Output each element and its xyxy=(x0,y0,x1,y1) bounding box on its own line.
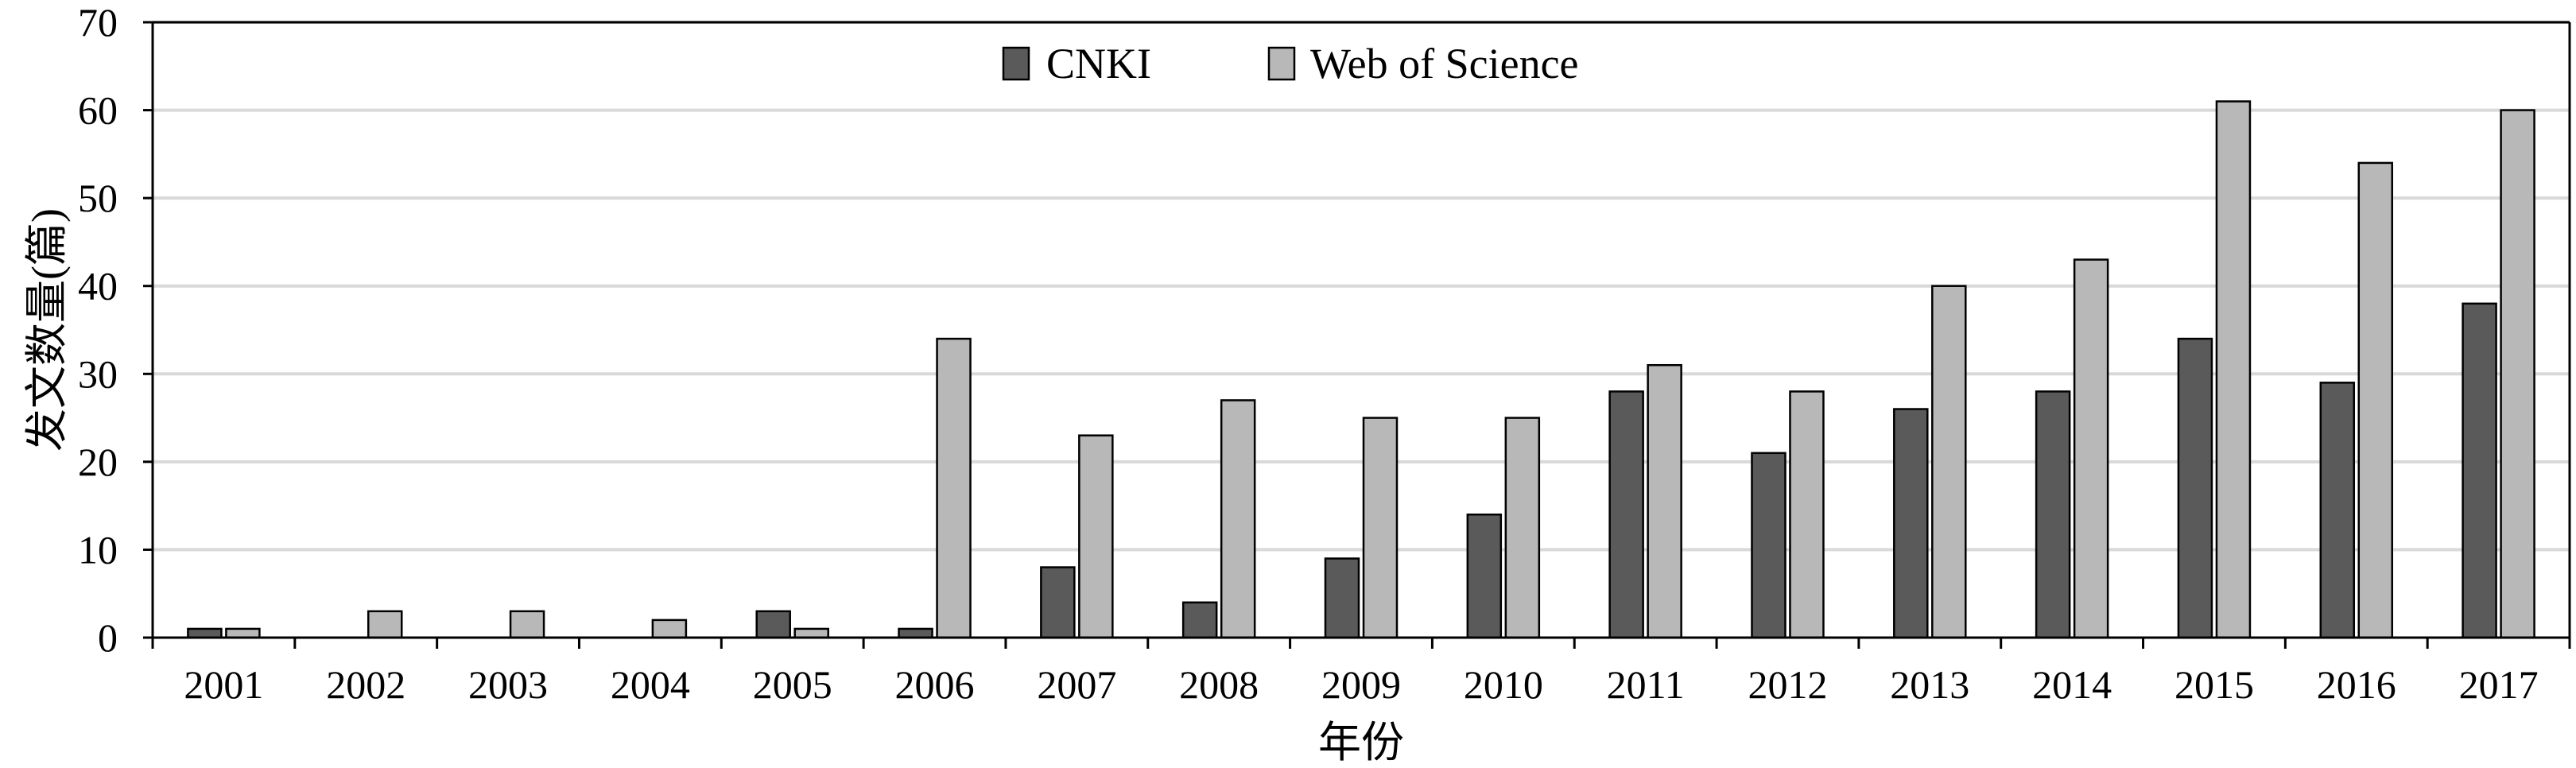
x-tick-label-2014: 2014 xyxy=(2032,662,2112,707)
y-tick-label: 50 xyxy=(78,176,118,220)
bar-cnki-2014 xyxy=(2035,390,2071,639)
bar-wos-2007 xyxy=(1078,434,1114,639)
x-tick-labels: 2001 2002 2003 2004 2005 2006 2007 2008 2009 2010… xyxy=(184,662,2538,707)
legend-label-cnki: CNKI xyxy=(1046,40,1151,87)
y-tick-label: 40 xyxy=(78,264,118,308)
bar-cnki-2017 xyxy=(2462,302,2497,639)
axes xyxy=(143,21,2571,649)
bar-wos-2009 xyxy=(1362,417,1399,639)
x-tick-label-2008: 2008 xyxy=(1179,662,1259,707)
bar-wos-2015 xyxy=(2215,100,2252,639)
bars xyxy=(187,100,2535,639)
y-tick-label: 10 xyxy=(78,527,118,572)
y-tick-label: 20 xyxy=(78,440,118,484)
bar-cnki-2015 xyxy=(2177,337,2213,639)
bar-cnki-2012 xyxy=(1751,452,1787,639)
bar-wos-2016 xyxy=(2357,161,2394,639)
bar-wos-2002 xyxy=(367,610,403,639)
x-tick-label-2017: 2017 xyxy=(2459,662,2539,707)
x-tick-label-2001: 2001 xyxy=(184,662,263,707)
bar-wos-2003 xyxy=(509,610,545,639)
bar-wos-2004 xyxy=(651,619,688,639)
bar-cnki-2009 xyxy=(1324,557,1360,639)
bar-cnki-2001 xyxy=(187,627,223,639)
bar-cnki-2006 xyxy=(898,627,933,639)
x-tick-label-2006: 2006 xyxy=(895,662,975,707)
y-tick-label: 30 xyxy=(78,351,118,396)
bar-wos-2011 xyxy=(1647,363,1682,639)
x-tick-label-2015: 2015 xyxy=(2174,662,2254,707)
bar-wos-2001 xyxy=(225,627,261,639)
x-tick-label-2007: 2007 xyxy=(1037,662,1116,707)
bar-wos-2017 xyxy=(2500,109,2535,639)
x-tick-label-2010: 2010 xyxy=(1464,662,1543,707)
y-tick-label: 60 xyxy=(78,88,118,133)
x-tick-label-2013: 2013 xyxy=(1890,662,1969,707)
x-tick-label-2004: 2004 xyxy=(611,662,690,707)
y-tick-labels: 0 10 20 30 40 50 60 70 xyxy=(78,0,118,660)
x-tick-label-2005: 2005 xyxy=(753,662,832,707)
bar-cnki-2013 xyxy=(1893,408,1929,639)
bar-wos-2005 xyxy=(793,627,829,639)
bar-cnki-2005 xyxy=(755,610,791,639)
bar-cnki-2010 xyxy=(1466,513,1503,639)
bar-wos-2013 xyxy=(1931,285,1967,639)
bar-cnki-2007 xyxy=(1040,566,1076,639)
x-tick-label-2016: 2016 xyxy=(2317,662,2396,707)
x-tick-label-2011: 2011 xyxy=(1607,662,1685,707)
legend-label-wos: Web of Science xyxy=(1310,40,1579,87)
y-tick-label: 70 xyxy=(78,0,118,45)
x-tick-label-2002: 2002 xyxy=(326,662,405,707)
bar-wos-2010 xyxy=(1504,417,1541,639)
bar-wos-2014 xyxy=(2073,258,2109,639)
y-axis-title: 发文数量(篇) xyxy=(23,208,71,452)
bar-cnki-2016 xyxy=(2319,382,2356,639)
legend-swatch-wos xyxy=(1267,46,1296,81)
bar-wos-2012 xyxy=(1789,390,1825,639)
x-tick-label-2009: 2009 xyxy=(1321,662,1401,707)
bar-cnki-2008 xyxy=(1181,601,1218,639)
x-tick-label-2003: 2003 xyxy=(468,662,548,707)
x-axis-title: 年份 xyxy=(1318,719,1404,766)
legend: CNKI Web of Science xyxy=(1002,40,1579,87)
x-tick-label-2012: 2012 xyxy=(1748,662,1827,707)
bar-cnki-2011 xyxy=(1608,390,1644,639)
legend-swatch-cnki xyxy=(1002,46,1030,81)
y-tick-label: 0 xyxy=(98,615,118,660)
bar-wos-2006 xyxy=(936,337,972,639)
bar-wos-2008 xyxy=(1220,399,1256,639)
